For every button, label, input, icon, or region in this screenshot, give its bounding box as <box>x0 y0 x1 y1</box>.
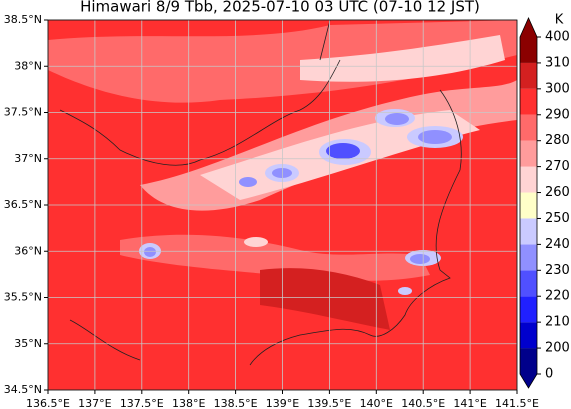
x-tick-label: 137°E <box>78 397 111 409</box>
colorbar-band <box>520 192 537 219</box>
x-tick-label: 137.5°E <box>120 397 164 409</box>
x-tick-label: 136.5°E <box>26 397 70 409</box>
y-tick-label: 36°N <box>14 244 42 257</box>
colorbar-band <box>520 296 537 323</box>
colorbar-band <box>520 88 537 115</box>
colorbar-tick-label: 270 <box>545 159 570 174</box>
x-tick-label: 139°E <box>266 397 299 409</box>
colorbar-extend-min <box>520 374 537 388</box>
y-tick-label: 38°N <box>14 59 42 72</box>
colorbar-tick-label: 300 <box>545 81 570 96</box>
x-tick-label: 140°E <box>360 397 393 409</box>
y-tick-label: 35.5°N <box>4 291 42 304</box>
title: Himawari 8/9 Tbb, 2025-07-10 03 UTC (07-… <box>80 0 480 16</box>
x-tick-label: 141°E <box>453 397 486 409</box>
x-tick-label: 141.5°E <box>495 397 539 409</box>
x-tick-label: 140.5°E <box>401 397 445 409</box>
colorbar-tick-label: 310 <box>545 55 570 70</box>
colorbar-band <box>520 166 537 193</box>
y-tick-label: 34.5°N <box>4 383 42 396</box>
colorbar-tick-label: 200 <box>545 341 570 356</box>
colorbar-tick-label: 280 <box>545 133 570 148</box>
colorbar-band <box>520 244 537 271</box>
colorbar-band <box>520 270 537 297</box>
colorbar-unit: K <box>555 13 564 28</box>
colorbar-tick-label: 220 <box>545 289 570 304</box>
colorbar-band <box>520 348 537 374</box>
x-tick-label: 139.5°E <box>307 397 351 409</box>
colorbar-tick-label: 260 <box>545 185 570 200</box>
colorbar-tick-label: 240 <box>545 237 570 252</box>
x-tick-label: 138°E <box>172 397 205 409</box>
colorbar-band <box>520 114 537 141</box>
colorbar-tick-label: 230 <box>545 263 570 278</box>
y-tick-label: 35°N <box>14 337 42 350</box>
colorbar-tick-label: 0 <box>545 367 553 382</box>
colorbar-band <box>520 322 537 349</box>
colorbar-tick-label: 400 <box>545 30 570 45</box>
colorbar-tick-label: 250 <box>545 211 570 226</box>
y-tick-label: 36.5°N <box>4 198 42 211</box>
colorbar-band <box>520 37 537 63</box>
y-tick-label: 38.5°N <box>4 13 42 26</box>
colorbar-tick-label: 290 <box>545 107 570 122</box>
y-tick-label: 37.5°N <box>4 106 42 119</box>
colorbar-band <box>520 62 537 89</box>
colorbar-extend-max <box>520 18 537 37</box>
colorbar-band <box>520 140 537 167</box>
colorbar-tick-label: 210 <box>545 315 570 330</box>
y-tick-label: 37°N <box>14 152 42 165</box>
x-tick-label: 138.5°E <box>214 397 258 409</box>
colorbar-band <box>520 218 537 245</box>
